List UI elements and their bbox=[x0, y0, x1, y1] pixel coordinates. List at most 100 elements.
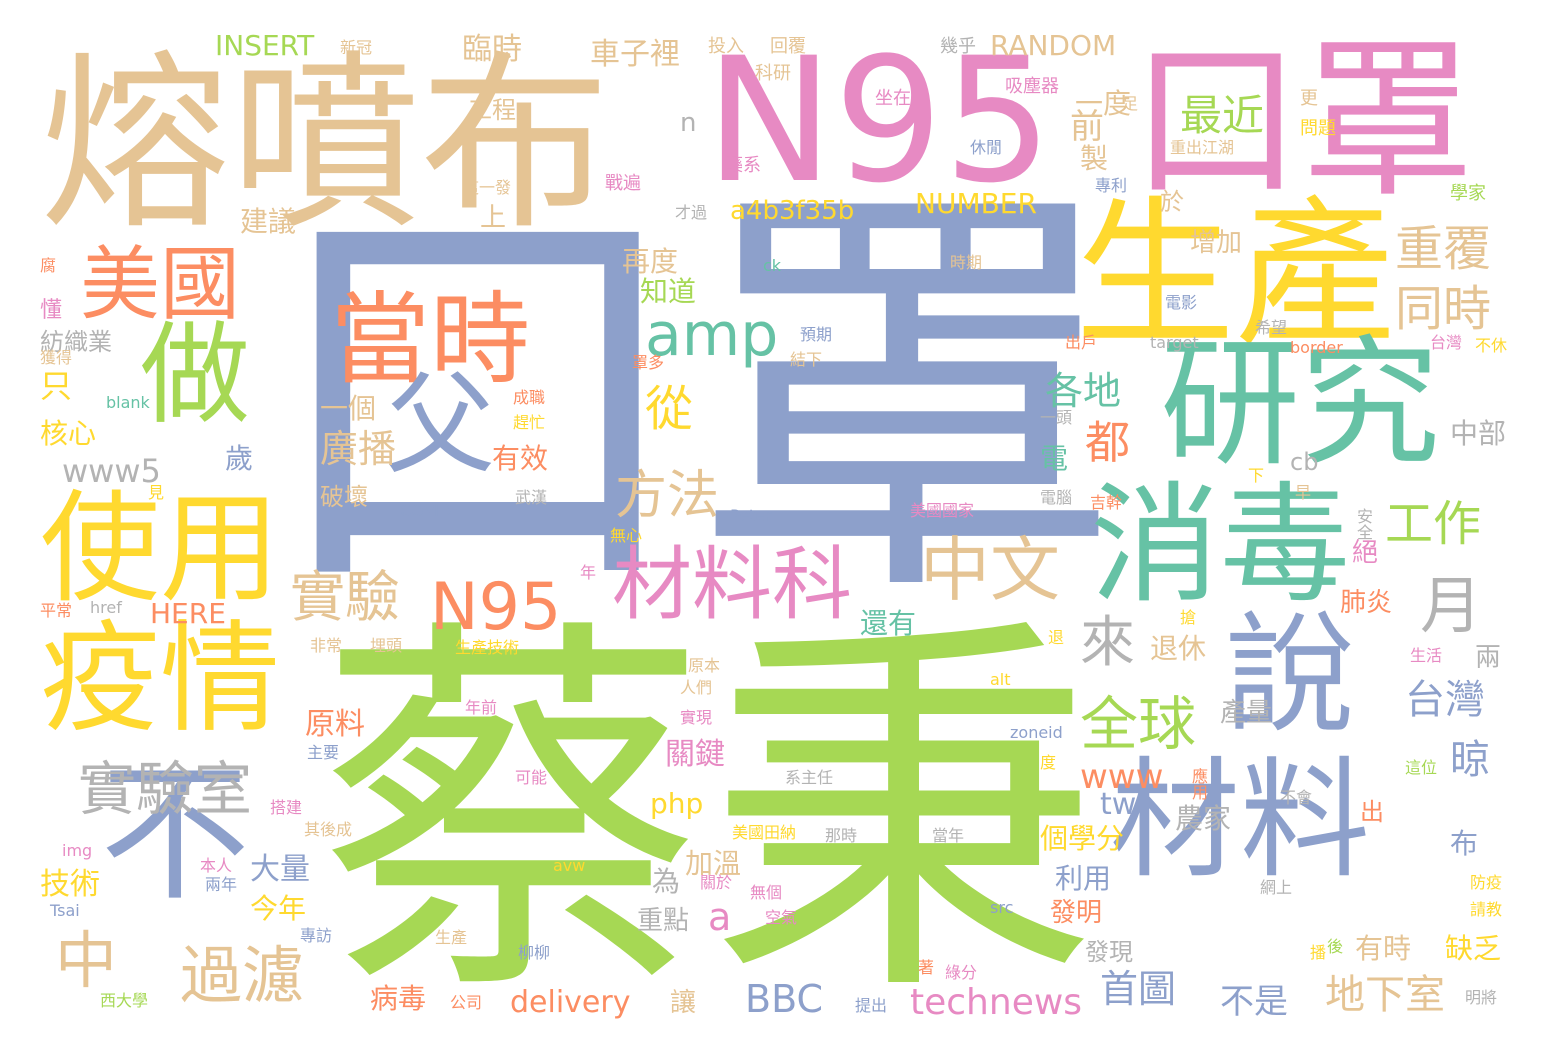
word-163: 生活 bbox=[1410, 646, 1443, 665]
word-88: 兩 bbox=[1475, 643, 1502, 673]
word-81: 個學分 bbox=[1040, 822, 1125, 855]
word-143: Peter bbox=[730, 506, 772, 525]
word-31: 最近 bbox=[1180, 91, 1265, 140]
word-53: 製 bbox=[1080, 142, 1109, 175]
word-160: 人們 bbox=[680, 678, 713, 697]
word-148: 下 bbox=[1248, 466, 1265, 485]
word-109: 休閒 bbox=[970, 138, 1003, 157]
word-189: src bbox=[990, 898, 1014, 917]
word-140: 腐 bbox=[40, 256, 57, 275]
word-7: 消毒 bbox=[1090, 469, 1351, 621]
word-16: 父 bbox=[385, 361, 495, 489]
word-168: 度 bbox=[1040, 753, 1057, 772]
word-173: 搭建 bbox=[270, 798, 303, 817]
word-131: 不休 bbox=[1475, 336, 1508, 355]
word-30: 月 bbox=[1420, 569, 1483, 642]
word-103: 投入 bbox=[708, 36, 744, 57]
word-175: img bbox=[62, 841, 93, 860]
word-18: 材料科 bbox=[612, 538, 852, 631]
word-92: 增加 bbox=[1190, 228, 1243, 258]
word-191: 生產 bbox=[435, 928, 468, 947]
word-153: 平常 bbox=[40, 601, 73, 620]
word-126: 結下 bbox=[790, 350, 823, 369]
word-33: 來 bbox=[1080, 610, 1136, 674]
word-28: 同時 bbox=[1395, 281, 1492, 337]
word-108: 坐在 bbox=[875, 88, 911, 109]
word-172: 可能 bbox=[515, 768, 548, 787]
word-71: 為 bbox=[652, 865, 681, 898]
word-159: 原本 bbox=[688, 656, 721, 675]
word-38: 廣播 bbox=[320, 427, 397, 471]
word-169: 應用 bbox=[1189, 768, 1208, 800]
word-51: 一度 bbox=[1075, 87, 1132, 120]
word-144: 美國國家 bbox=[910, 501, 975, 520]
word-184: 網上 bbox=[1260, 878, 1293, 897]
word-24: 中文 bbox=[920, 529, 1060, 611]
word-102: 工程 bbox=[468, 96, 516, 124]
word-96: HERE bbox=[150, 597, 226, 630]
word-98: 產量 bbox=[1220, 698, 1273, 728]
word-89: 退休 bbox=[1150, 632, 1207, 665]
word-106: 科研 bbox=[755, 63, 791, 84]
word-34: 台灣 bbox=[1405, 677, 1485, 723]
word-86: 缺乏 bbox=[1445, 932, 1502, 965]
word-198: 著 bbox=[918, 958, 935, 977]
word-115: 學家 bbox=[1450, 183, 1486, 204]
word-17: amp bbox=[645, 300, 779, 370]
word-0: 口罩 bbox=[262, 150, 1122, 650]
word-138: 獲得 bbox=[40, 348, 73, 367]
word-73: 重點 bbox=[637, 906, 690, 936]
word-59: 核心 bbox=[40, 417, 97, 450]
word-97: 於 bbox=[1160, 188, 1184, 216]
word-157: 搶 bbox=[1180, 608, 1197, 627]
word-135: 武漢 bbox=[515, 488, 548, 507]
word-9: 材料 bbox=[1110, 744, 1371, 896]
word-119: 才過 bbox=[675, 203, 708, 222]
word-141: 見 bbox=[148, 483, 165, 502]
word-35: 晾 bbox=[1450, 737, 1490, 783]
word-190: 空氣 bbox=[765, 908, 798, 927]
word-129: border bbox=[1290, 338, 1343, 357]
word-41: BBC bbox=[745, 977, 824, 1021]
word-77: www bbox=[1080, 757, 1164, 797]
word-39: www5 bbox=[62, 452, 161, 490]
word-52: 前 bbox=[1070, 107, 1104, 147]
word-158: 退 bbox=[1048, 628, 1065, 647]
word-4: 口罩 bbox=[1130, 20, 1474, 221]
word-118: 這一發 bbox=[463, 178, 512, 197]
word-120: 新冠 bbox=[340, 38, 373, 57]
word-36: 都 bbox=[1085, 416, 1131, 469]
word-43: 不是 bbox=[1220, 982, 1288, 1022]
word-3: N95 bbox=[705, 20, 1053, 221]
word-178: 那時 bbox=[825, 826, 858, 845]
word-142: 無心 bbox=[610, 526, 643, 545]
word-171: 不會 bbox=[1280, 788, 1313, 807]
word-91: 肺炎 bbox=[1340, 588, 1393, 618]
word-150: 安全 bbox=[1354, 508, 1373, 540]
word-79: 還有 bbox=[860, 607, 917, 640]
word-99: 出 bbox=[1360, 798, 1384, 826]
word-49: INSERT bbox=[215, 29, 315, 62]
word-181: avw bbox=[553, 856, 586, 875]
word-1: 蔡秉 bbox=[318, 588, 1098, 1042]
word-83: 發明 bbox=[1050, 898, 1103, 928]
word-117: 戰遍 bbox=[605, 173, 641, 194]
word-155: 埋頭 bbox=[370, 636, 403, 655]
word-182: 關於 bbox=[700, 873, 733, 892]
word-132: 罩多 bbox=[632, 353, 665, 372]
word-95: 電 bbox=[1040, 442, 1069, 475]
word-57: 上 bbox=[480, 203, 507, 233]
word-101: n bbox=[680, 108, 697, 138]
word-134: 趕忙 bbox=[513, 413, 546, 432]
word-12: 不 bbox=[100, 748, 251, 922]
word-94: 中部 bbox=[1450, 417, 1507, 450]
word-40: technews bbox=[910, 982, 1083, 1023]
word-179: 當年 bbox=[932, 826, 965, 845]
word-25: 方法 bbox=[615, 466, 720, 526]
word-5: 生產 bbox=[1075, 181, 1396, 368]
word-82: 利用 bbox=[1055, 862, 1112, 895]
word-149: 早 bbox=[1295, 483, 1312, 502]
word-27: 重覆 bbox=[1395, 221, 1492, 277]
word-151: 年 bbox=[580, 563, 597, 582]
